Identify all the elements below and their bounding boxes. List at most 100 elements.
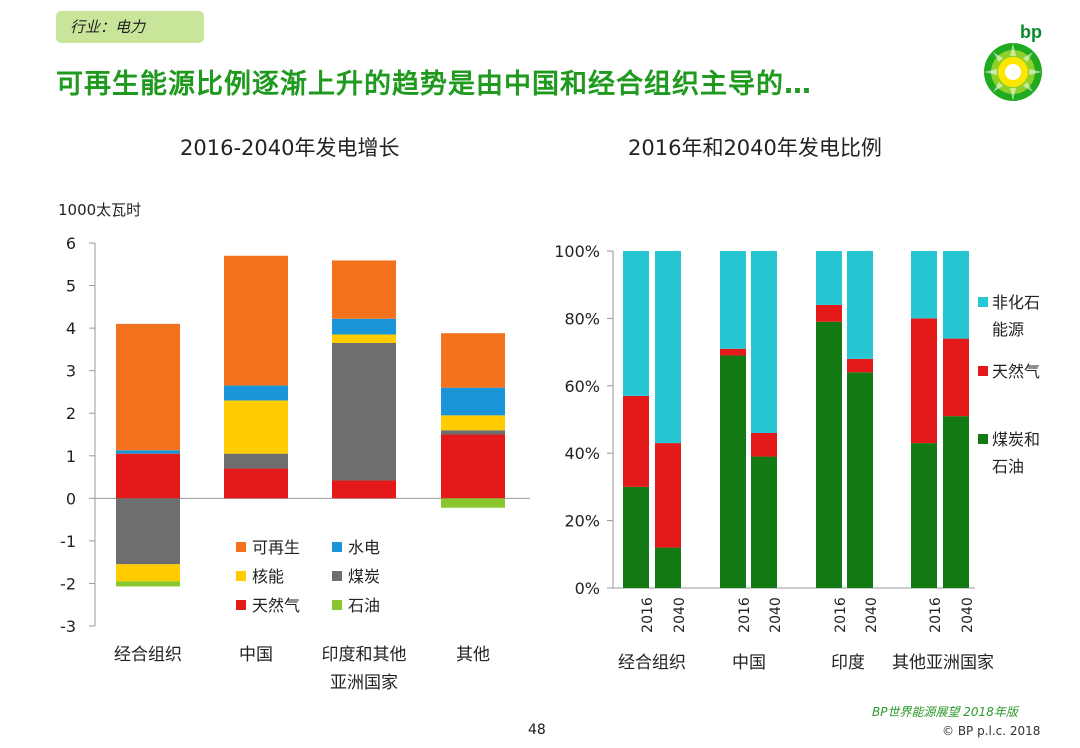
chart2-x-tick-label: 2040 <box>864 597 880 633</box>
chart1-y-tick-label: 6 <box>66 234 76 253</box>
chart2-group-label: 其他亚洲国家 <box>892 653 994 673</box>
chart1-legend-label: 水电 <box>348 538 380 557</box>
chart2-x-tick-label: 2016 <box>640 597 656 633</box>
bp-helios-icon: bp <box>984 22 1042 101</box>
chart1-x-tick-label: 印度和其他 <box>322 645 407 665</box>
chart1-legend-swatch <box>236 600 246 610</box>
chart2-x-tick-label: 2016 <box>833 597 849 633</box>
chart1-legend-label: 天然气 <box>252 596 300 615</box>
chart1-y-tick-label: 4 <box>66 319 76 338</box>
chart1-bar-segment <box>441 387 505 416</box>
chart1-legend-swatch <box>236 542 246 552</box>
chart1-bar-segment <box>116 450 180 454</box>
chart1-bar-segment <box>441 415 505 431</box>
slide-headline: 可再生能源比例逐渐上升的趋势是由中国和经合组织主导的… <box>56 69 812 100</box>
chart2-x-tick-label: 2016 <box>928 597 944 633</box>
chart2-x-tick-label: 2016 <box>737 597 753 633</box>
chart2-x-tick-label: 2040 <box>672 597 688 633</box>
chart2-bar-segment <box>911 251 937 319</box>
chart2-bar-segment <box>751 432 777 457</box>
chart2-legend-label: 煤炭和 <box>992 430 1040 449</box>
chart2-legend-label: 非化石 <box>992 293 1040 312</box>
chart1-legend-label: 核能 <box>252 567 284 586</box>
chart2-bar-segment <box>943 338 969 417</box>
chart2-bar-segment <box>847 251 873 359</box>
chart2-bar-segment <box>816 251 842 305</box>
chart1-x-tick-label: 其他 <box>456 645 490 665</box>
chart1-bar-segment <box>441 498 505 508</box>
chart1-bar-segment <box>116 498 180 565</box>
chart2-y-tick-label: 40% <box>564 444 600 463</box>
sector-tag: 行业：电力 <box>56 11 204 43</box>
chart2-legend-swatch <box>978 297 988 307</box>
chart1-y-tick-label: 3 <box>66 362 76 381</box>
chart2-bar-segment <box>623 486 649 588</box>
chart1-bar-segment <box>116 453 180 499</box>
chart2-y-tick-label: 20% <box>564 512 600 531</box>
chart1-bar-segment <box>224 255 288 386</box>
chart2-bar-segment <box>655 251 681 444</box>
chart1-bar-segment <box>224 453 288 469</box>
chart1-title: 2016-2040年发电增长 <box>180 136 400 160</box>
chart2-legend-label: 天然气 <box>992 362 1040 381</box>
chart1-bar-segment <box>116 323 180 451</box>
chart1-legend-label: 煤炭 <box>348 567 380 586</box>
chart1-bar-segment <box>332 334 396 344</box>
source-note: BP世界能源展望 2018年版 <box>872 705 1018 719</box>
chart1-legend-label: 石油 <box>348 596 380 615</box>
chart2-bar-segment <box>655 547 681 588</box>
chart2-legend-label: 能源 <box>992 320 1024 339</box>
chart1-legend-swatch <box>332 600 342 610</box>
chart1-y-tick-label: 2 <box>66 404 76 423</box>
chart2-legend-swatch <box>978 366 988 376</box>
chart1-bar-segment <box>332 343 396 481</box>
copyright: © BP p.l.c. 2018 <box>942 724 1041 738</box>
chart2-group-label: 中国 <box>732 653 766 673</box>
chart1-y-tick-label: -2 <box>60 574 76 593</box>
chart1-bar-segment <box>332 260 396 319</box>
chart2-bar-segment <box>911 318 937 444</box>
generation-share-chart: 100% 80% 60% 40% 20% 0% 2016 2040 2016 2040 2016 20… <box>554 242 1040 673</box>
chart1-bar-segment <box>116 581 180 587</box>
chart2-x-tick-label: 2040 <box>768 597 784 633</box>
bp-logo: bp <box>980 20 1046 104</box>
chart2-bar-segment <box>720 348 746 356</box>
chart2-group-label: 印度 <box>831 653 865 673</box>
chart2-bar-segment <box>943 416 969 588</box>
chart1-bar-segment <box>224 400 288 454</box>
chart2-bar-segment <box>816 304 842 322</box>
chart1-legend-label: 可再生 <box>252 538 300 557</box>
chart1-legend-swatch <box>332 542 342 552</box>
chart2-y-tick-label: 0% <box>575 579 600 598</box>
chart1-y-tick-label: 1 <box>66 447 76 466</box>
chart1-legend-swatch <box>236 571 246 581</box>
chart2-bar-segment <box>751 456 777 588</box>
chart2-x-tick-label: 2040 <box>960 597 976 633</box>
chart1-bar-segment <box>224 468 288 499</box>
chart1-y-unit-label: 1000太瓦时 <box>58 201 141 219</box>
chart1-bar-segment <box>116 564 180 582</box>
chart1-bar-segment <box>332 480 396 499</box>
chart1-bar-segment <box>224 385 288 401</box>
chart2-y-tick-label: 100% <box>554 242 600 261</box>
chart2-legend-label: 石油 <box>992 457 1024 476</box>
chart1-bar-segment <box>332 318 396 335</box>
chart2-y-tick-label: 60% <box>564 377 600 396</box>
chart1-x-tick-label: 经合组织 <box>114 645 182 665</box>
logo-text: bp <box>1020 22 1042 42</box>
chart1-x-tick-label: 亚洲国家 <box>330 673 398 693</box>
chart1-x-tick-label: 中国 <box>239 645 273 665</box>
chart1-bar-segment <box>441 333 505 388</box>
chart2-bar-segment <box>720 355 746 588</box>
chart2-bar-segment <box>751 251 777 433</box>
chart2-title: 2016年和2040年发电比例 <box>628 136 882 160</box>
chart2-bar-segment <box>847 372 873 588</box>
chart2-group-label: 经合组织 <box>618 653 686 673</box>
chart2-legend-swatch <box>978 434 988 444</box>
chart2-bar-segment <box>943 251 969 339</box>
chart2-bar-segment <box>847 358 873 373</box>
chart2-bar-segment <box>816 321 842 588</box>
chart2-bar-segment <box>623 395 649 487</box>
chart2-bar-segment <box>720 251 746 349</box>
chart2-bar-segment <box>623 251 649 396</box>
